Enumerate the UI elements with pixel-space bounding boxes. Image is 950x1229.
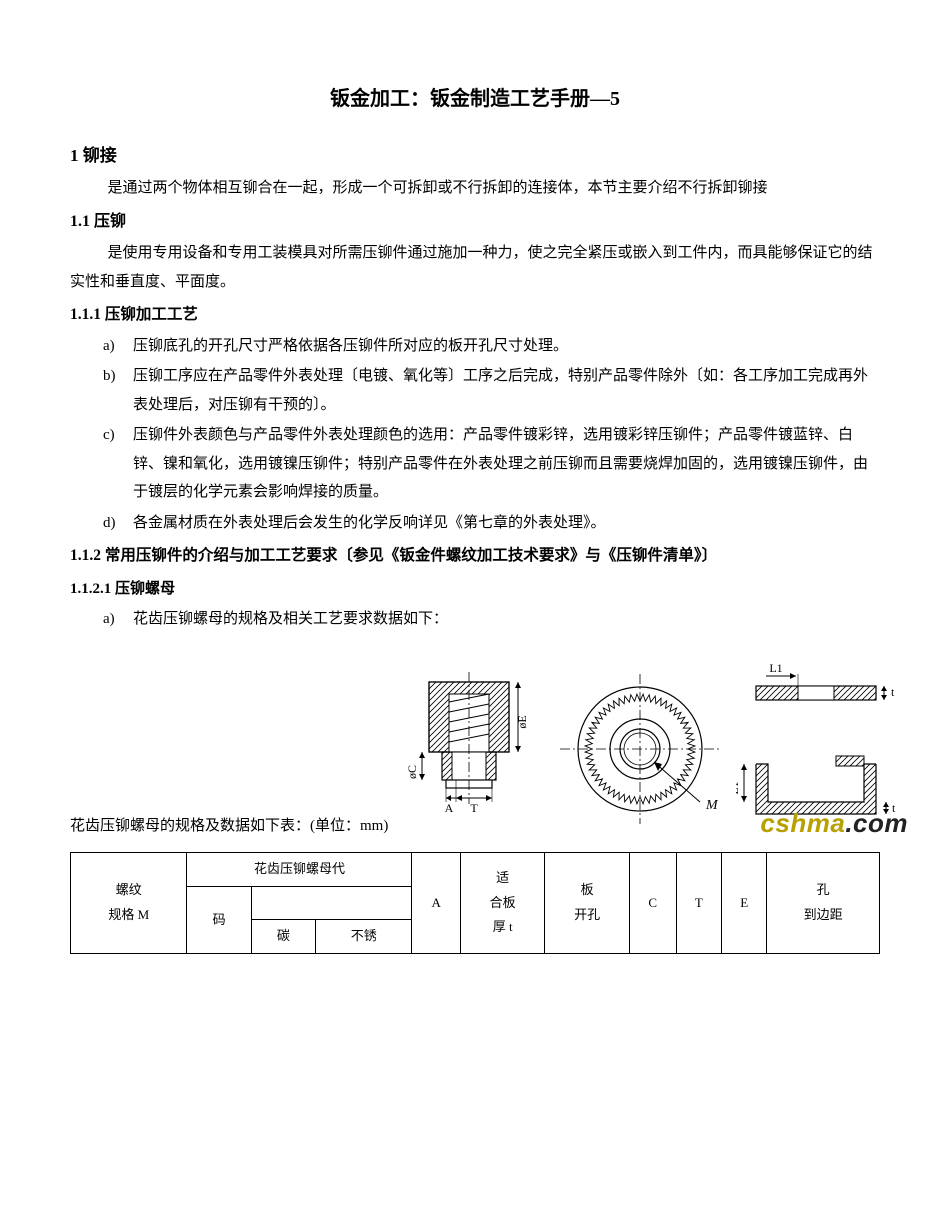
page-title: 钣金加工：钣金制造工艺手册—5: [70, 80, 880, 118]
list-text: 各金属材质在外表处理后会发生的化学反响详见《第七章的外表处理》。: [133, 509, 880, 538]
th-C: C: [629, 853, 676, 954]
list-text: 压铆件外表颜色与产品零件外表处理颜色的选用：产品零件镀彩锌，选用镀彩锌压铆件；产…: [133, 421, 880, 507]
section-1-1-2-heading: 1.1.2 常用压铆件的介绍与加工工艺要求〔参见《钣金件螺纹加工技术要求》与《压…: [70, 541, 880, 570]
sec11-title: 压铆: [94, 213, 126, 230]
sec111-num: 1.1.1: [70, 306, 101, 323]
th-code: 花齿压铆螺母代: [187, 853, 412, 887]
th-carbon: 碳: [251, 920, 315, 954]
th-E: E: [722, 853, 767, 954]
para-1: 是通过两个物体相互铆合在一起，形成一个可拆卸或不行拆卸的连接体，本节主要介绍不行…: [70, 174, 880, 203]
figure-caption: 花齿压铆螺母的规格及数据如下表：(单位：mm): [70, 812, 388, 845]
list-text: 压铆工序应在产品零件外表处理〔电镀、氧化等〕工序之后完成，特别产品零件除外〔如：…: [133, 362, 880, 419]
svg-text:M: M: [705, 798, 719, 813]
section-1-1-heading: 1.1 压铆: [70, 207, 880, 237]
sec11-num: 1.1: [70, 213, 90, 230]
th-hole: 板 开孔: [545, 853, 629, 954]
diagram-side-view: øC øE A T: [394, 664, 544, 845]
watermark-a: cshma: [760, 808, 845, 838]
list-text: 花齿压铆螺母的规格及相关工艺要求数据如下：: [133, 605, 880, 634]
list-2: a) 花齿压铆螺母的规格及相关工艺要求数据如下：: [70, 605, 880, 634]
section-1-1-2-1-heading: 1.1.2.1 压铆螺母: [70, 575, 880, 604]
sec112-title: 常用压铆件的介绍与加工工艺要求〔参见《钣金件螺纹加工技术要求》与《压铆件清单》〕: [105, 547, 717, 564]
watermark: cshma.com: [760, 799, 908, 848]
list-label: c): [103, 421, 133, 507]
list-item: a) 压铆底孔的开孔尺寸严格依据各压铆件所对应的板开孔尺寸处理。: [103, 332, 880, 361]
sec1121-title: 压铆螺母: [115, 581, 175, 597]
table-row: 螺纹 规格 M 花齿压铆螺母代 A 适 合板 厚 t 板 开孔 C T E 孔 …: [71, 853, 880, 887]
svg-text:øC: øC: [405, 765, 419, 779]
th-edge-dist: 孔 到边距: [767, 853, 880, 954]
list-text: 压铆底孔的开孔尺寸严格依据各压铆件所对应的板开孔尺寸处理。: [133, 332, 880, 361]
para-2: 是使用专用设备和专用工装模具对所需压铆件通过施加一种力，使之完全紧压或嵌入到工件…: [70, 239, 880, 296]
spec-table: 螺纹 规格 M 花齿压铆螺母代 A 适 合板 厚 t 板 开孔 C T E 孔 …: [70, 852, 880, 954]
sec1121-num: 1.1.2.1: [70, 581, 111, 597]
list-label: b): [103, 362, 133, 419]
th-empty: [251, 886, 412, 920]
th-T: T: [676, 853, 721, 954]
sec112-num: 1.1.2: [70, 547, 101, 564]
svg-text:øE: øE: [515, 715, 529, 728]
list-label: a): [103, 605, 133, 634]
list-item: d) 各金属材质在外表处理后会发生的化学反响详见《第七章的外表处理》。: [103, 509, 880, 538]
svg-text:t: t: [891, 685, 895, 699]
section-1-heading: 1 铆接: [70, 140, 880, 172]
th-thread-spec: 螺纹 规格 M: [71, 853, 187, 954]
sec1-title: 铆接: [83, 146, 117, 165]
th-code-sub: 码: [187, 886, 251, 953]
svg-text:L1: L1: [770, 664, 783, 675]
watermark-b: .com: [845, 808, 908, 838]
list-item: a) 花齿压铆螺母的规格及相关工艺要求数据如下：: [103, 605, 880, 634]
list-item: b) 压铆工序应在产品零件外表处理〔电镀、氧化等〕工序之后完成，特别产品零件除外…: [103, 362, 880, 419]
list-1: a) 压铆底孔的开孔尺寸严格依据各压铆件所对应的板开孔尺寸处理。 b) 压铆工序…: [70, 332, 880, 538]
list-label: a): [103, 332, 133, 361]
svg-text:A: A: [445, 801, 454, 815]
list-item: c) 压铆件外表颜色与产品零件外表处理颜色的选用：产品零件镀彩锌，选用镀彩锌压铆…: [103, 421, 880, 507]
figure-row: 花齿压铆螺母的规格及数据如下表：(单位：mm): [70, 664, 880, 845]
section-1-1-1-heading: 1.1.1 压铆加工工艺: [70, 300, 880, 329]
th-stainless: 不锈: [316, 920, 412, 954]
list-label: d): [103, 509, 133, 538]
svg-text:L1: L1: [736, 781, 741, 794]
svg-text:T: T: [471, 801, 479, 815]
th-fit-thickness: 适 合板 厚 t: [460, 853, 544, 954]
diagram-top-view: M: [550, 664, 730, 845]
sec111-title: 压铆加工工艺: [105, 306, 198, 323]
th-A: A: [412, 853, 460, 954]
sec1-num: 1: [70, 146, 79, 165]
